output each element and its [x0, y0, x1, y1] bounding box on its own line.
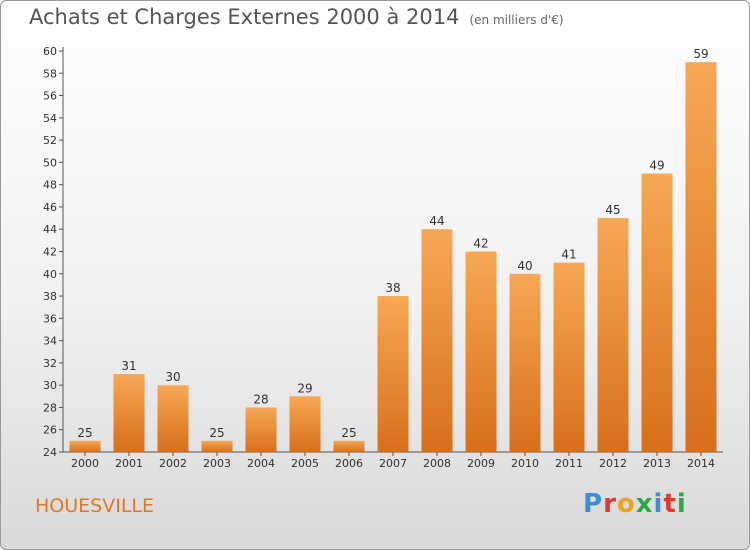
y-tick-label: 32: [43, 357, 57, 370]
data-label: 25: [77, 426, 92, 440]
logo-letter: x: [635, 489, 654, 519]
x-tick-label: 2001: [115, 457, 143, 470]
title-text: Achats et Charges Externes 2000 à 2014: [29, 5, 460, 29]
x-tick-label: 2000: [71, 457, 99, 470]
x-tick-label: 2005: [291, 457, 319, 470]
logo-letter: i: [653, 489, 664, 519]
y-tick-label: 24: [43, 446, 57, 459]
x-tick-label: 2009: [467, 457, 495, 470]
bar: [553, 262, 585, 452]
x-tick-label: 2002: [159, 457, 187, 470]
logo-letter: o: [616, 489, 636, 519]
bar: [685, 62, 717, 453]
x-tick-label: 2006: [335, 457, 363, 470]
y-tick-label: 26: [43, 424, 57, 437]
y-tick-label: 54: [43, 112, 57, 125]
bar: [641, 173, 673, 452]
y-tick-label: 50: [43, 156, 57, 169]
bar: [113, 374, 145, 452]
bar: [245, 407, 277, 452]
data-label: 49: [649, 159, 664, 173]
y-tick-label: 60: [43, 45, 57, 58]
bar: [597, 218, 629, 452]
bar: [69, 440, 101, 452]
proxiti-logo: Proxiti: [583, 489, 687, 519]
bar: [289, 396, 321, 452]
data-label: 25: [341, 426, 356, 440]
logo-letter: i: [676, 489, 687, 519]
unit-label: (en milliers d'€): [469, 13, 564, 27]
bar: [465, 251, 497, 452]
data-label: 29: [297, 381, 312, 395]
y-tick-label: 48: [43, 179, 57, 192]
y-tick-label: 56: [43, 90, 57, 103]
y-tick-label: 30: [43, 379, 57, 392]
y-tick-label: 36: [43, 312, 57, 325]
y-tick-label: 34: [43, 335, 57, 348]
bar: [377, 296, 409, 452]
y-tick-label: 38: [43, 290, 57, 303]
data-label: 59: [693, 47, 708, 61]
logo-letter: P: [583, 489, 604, 519]
data-label: 28: [253, 392, 268, 406]
data-label: 25: [209, 426, 224, 440]
x-tick-label: 2014: [687, 457, 715, 470]
bar: [421, 229, 453, 452]
bar: [333, 440, 365, 452]
logo-letter: t: [663, 489, 677, 519]
commune-name: HOUESVILLE: [35, 495, 154, 517]
x-tick-label: 2012: [599, 457, 627, 470]
bar: [201, 440, 233, 452]
data-label: 38: [385, 281, 400, 295]
data-label: 30: [165, 370, 180, 384]
y-tick-label: 58: [43, 67, 57, 80]
x-tick-label: 2004: [247, 457, 275, 470]
y-tick-label: 46: [43, 201, 57, 214]
data-label: 40: [517, 259, 532, 273]
chart-title: Achats et Charges Externes 2000 à 2014 (e…: [29, 5, 564, 29]
bar-chart: 24 26 28 30 32 34 36 38 40 42 44 46 48 50 52 54 56 58 60 25…: [43, 45, 723, 470]
x-tick-label: 2013: [643, 457, 671, 470]
bar: [157, 385, 189, 452]
x-tick-label: 2010: [511, 457, 539, 470]
data-label: 41: [561, 248, 576, 262]
y-tick-label: 28: [43, 401, 57, 414]
y-tick-label: 40: [43, 268, 57, 281]
data-label: 31: [121, 359, 136, 373]
x-tick-label: 2003: [203, 457, 231, 470]
data-label: 45: [605, 203, 620, 217]
y-tick-label: 42: [43, 246, 57, 259]
logo-letter: r: [603, 489, 617, 519]
x-tick-label: 2007: [379, 457, 407, 470]
y-tick-label: 44: [43, 223, 57, 236]
bar: [509, 273, 541, 452]
y-tick-label: 52: [43, 134, 57, 147]
data-label: 42: [473, 237, 488, 251]
data-label: 44: [429, 214, 444, 228]
x-tick-label: 2008: [423, 457, 451, 470]
x-tick-label: 2011: [555, 457, 583, 470]
